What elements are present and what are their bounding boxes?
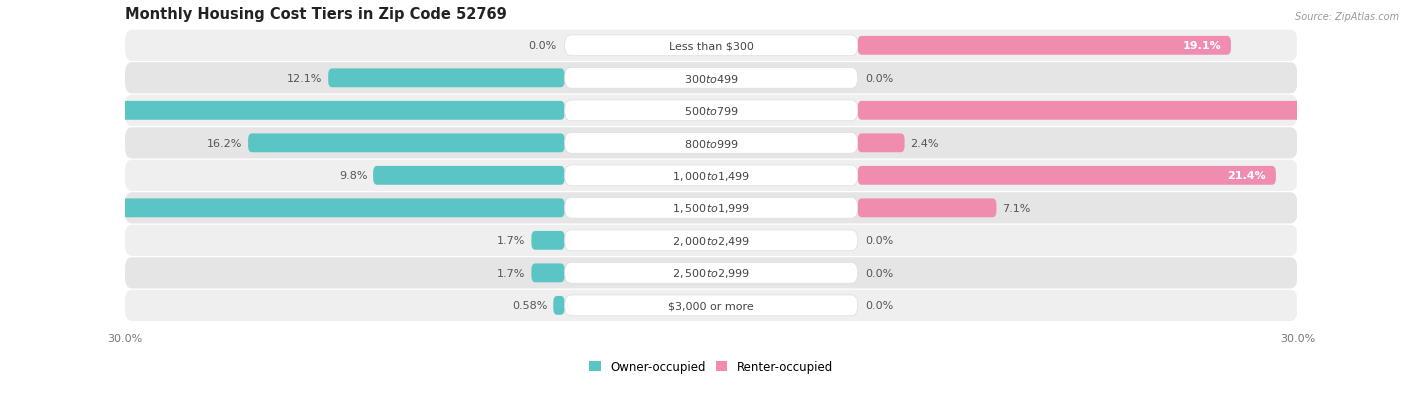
FancyBboxPatch shape: [565, 230, 858, 251]
Text: 28.3%: 28.3%: [21, 203, 60, 214]
FancyBboxPatch shape: [125, 160, 1298, 192]
Text: $500 to $799: $500 to $799: [683, 105, 738, 117]
FancyBboxPatch shape: [125, 95, 1298, 127]
Text: Monthly Housing Cost Tiers in Zip Code 52769: Monthly Housing Cost Tiers in Zip Code 5…: [125, 7, 506, 22]
FancyBboxPatch shape: [125, 31, 1298, 62]
FancyBboxPatch shape: [858, 37, 1230, 56]
FancyBboxPatch shape: [125, 258, 1298, 289]
Text: 9.8%: 9.8%: [339, 171, 367, 181]
Text: 0.58%: 0.58%: [512, 301, 547, 311]
Text: 19.1%: 19.1%: [1182, 41, 1222, 51]
FancyBboxPatch shape: [125, 193, 1298, 224]
Text: 12.1%: 12.1%: [287, 74, 322, 83]
FancyBboxPatch shape: [0, 102, 565, 121]
FancyBboxPatch shape: [858, 166, 1275, 185]
FancyBboxPatch shape: [531, 264, 565, 282]
Text: 16.2%: 16.2%: [207, 138, 242, 148]
FancyBboxPatch shape: [125, 225, 1298, 256]
Text: Less than $300: Less than $300: [669, 41, 754, 51]
FancyBboxPatch shape: [565, 101, 858, 121]
FancyBboxPatch shape: [531, 231, 565, 250]
Text: 0.0%: 0.0%: [529, 41, 557, 51]
Text: $3,000 or more: $3,000 or more: [668, 301, 754, 311]
FancyBboxPatch shape: [565, 166, 858, 186]
FancyBboxPatch shape: [125, 128, 1298, 159]
Text: $1,500 to $1,999: $1,500 to $1,999: [672, 202, 751, 215]
Text: 21.4%: 21.4%: [1227, 171, 1265, 181]
FancyBboxPatch shape: [554, 296, 565, 315]
FancyBboxPatch shape: [328, 69, 565, 88]
FancyBboxPatch shape: [565, 36, 858, 57]
Text: 1.7%: 1.7%: [498, 236, 526, 246]
Legend: Owner-occupied, Renter-occupied: Owner-occupied, Renter-occupied: [585, 356, 838, 378]
FancyBboxPatch shape: [247, 134, 565, 153]
FancyBboxPatch shape: [125, 290, 1298, 321]
Text: 0.0%: 0.0%: [866, 74, 894, 83]
FancyBboxPatch shape: [565, 133, 858, 154]
FancyBboxPatch shape: [565, 68, 858, 89]
Text: Source: ZipAtlas.com: Source: ZipAtlas.com: [1295, 12, 1399, 22]
Text: $2,500 to $2,999: $2,500 to $2,999: [672, 267, 751, 280]
FancyBboxPatch shape: [373, 166, 565, 185]
Text: $2,000 to $2,499: $2,000 to $2,499: [672, 234, 751, 247]
FancyBboxPatch shape: [565, 295, 858, 316]
FancyBboxPatch shape: [858, 199, 997, 218]
FancyBboxPatch shape: [565, 198, 858, 219]
Text: 28.6%: 28.6%: [1368, 106, 1406, 116]
Text: 29.5%: 29.5%: [0, 106, 37, 116]
Text: $300 to $499: $300 to $499: [683, 73, 738, 85]
Text: 7.1%: 7.1%: [1002, 203, 1031, 214]
Text: $800 to $999: $800 to $999: [683, 138, 738, 150]
FancyBboxPatch shape: [125, 63, 1298, 94]
Text: 0.0%: 0.0%: [866, 301, 894, 311]
FancyBboxPatch shape: [565, 263, 858, 284]
FancyBboxPatch shape: [858, 102, 1406, 121]
Text: 0.0%: 0.0%: [866, 268, 894, 278]
Text: 0.0%: 0.0%: [866, 236, 894, 246]
Text: 1.7%: 1.7%: [498, 268, 526, 278]
FancyBboxPatch shape: [11, 199, 565, 218]
Text: $1,000 to $1,499: $1,000 to $1,499: [672, 169, 751, 183]
Text: 2.4%: 2.4%: [911, 138, 939, 148]
FancyBboxPatch shape: [858, 134, 904, 153]
